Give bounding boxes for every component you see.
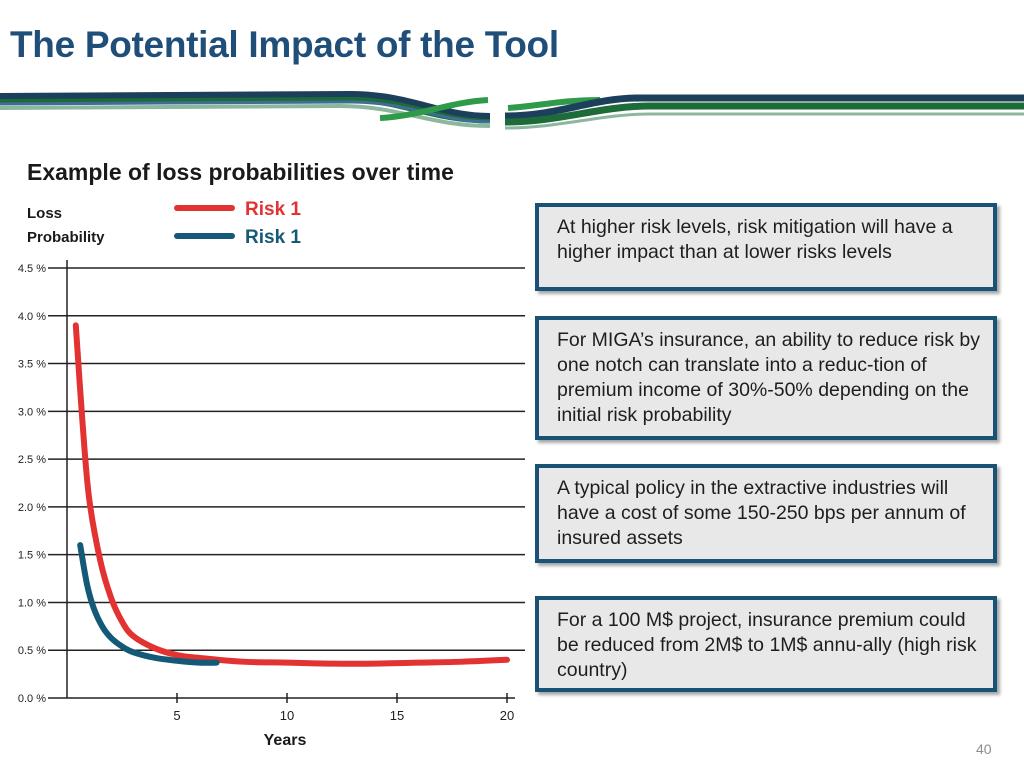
series-line-risk-high bbox=[72, 322, 510, 667]
y-axis-label-line1: Loss bbox=[27, 205, 62, 222]
y-tick-label: 4.5 % bbox=[18, 263, 46, 275]
slide-title: The Potential Impact of the Tool bbox=[10, 24, 559, 65]
y-tick-label: 1.0 % bbox=[18, 597, 46, 609]
y-tick-label: 4.0 % bbox=[18, 311, 46, 323]
x-axis-label: Years bbox=[264, 732, 307, 749]
callout-text: For a 100 M$ project, insurance premium … bbox=[557, 609, 977, 681]
data-series bbox=[72, 322, 510, 667]
y-tick-label: 2.5 % bbox=[18, 454, 46, 466]
callout-extractive-policy-cost: A typical policy in the extractive indus… bbox=[535, 464, 997, 563]
series-line-risk-low bbox=[77, 542, 220, 666]
callout-higher-risk-impact: At higher risk levels, risk mitigation w… bbox=[535, 203, 997, 291]
x-tick-label: 15 bbox=[390, 708, 404, 723]
y-axis-label-line2: Probability bbox=[27, 229, 105, 246]
y-tick-label: 3.5 % bbox=[18, 359, 46, 371]
y-tick-label: 3.0 % bbox=[18, 406, 46, 418]
loss-probability-chart: Example of loss probabilities over time … bbox=[18, 159, 525, 749]
callout-premium-reduction: For a 100 M$ project, insurance premium … bbox=[535, 596, 997, 692]
x-tick-label: 20 bbox=[500, 708, 514, 723]
gridlines bbox=[48, 267, 525, 651]
callout-miga-insurance: For MIGA’s insurance, an ability to redu… bbox=[535, 316, 997, 440]
y-axis-label: Loss Probability bbox=[27, 205, 105, 246]
callout-text: A typical policy in the extractive indus… bbox=[557, 477, 966, 549]
chart-title: Example of loss probabilities over time bbox=[27, 159, 454, 185]
y-tick-label: 1.5 % bbox=[18, 550, 46, 562]
y-tick-label: 0.5 % bbox=[18, 645, 46, 657]
x-axis-ticks: 5 10 15 20 bbox=[173, 693, 514, 723]
y-tick-label: 2.0 % bbox=[18, 502, 46, 514]
y-tick-label: 0.0 % bbox=[18, 693, 46, 705]
legend-label: Risk 1 bbox=[245, 199, 301, 220]
page-number: 40 bbox=[976, 741, 992, 757]
cable-banner bbox=[0, 90, 1024, 130]
callout-text: For MIGA’s insurance, an ability to redu… bbox=[557, 329, 981, 426]
callout-text: At higher risk levels, risk mitigation w… bbox=[557, 216, 953, 263]
x-tick-label: 10 bbox=[280, 708, 294, 723]
legend: Risk 1 Risk 1 bbox=[174, 199, 301, 248]
legend-label: Risk 1 bbox=[245, 227, 301, 248]
y-axis-ticks: 0.0 % 0.5 % 1.0 % 1.5 % 2.0 % 2.5 % 3.0 % 3.5 %… bbox=[18, 263, 46, 705]
x-tick-label: 5 bbox=[173, 708, 180, 723]
